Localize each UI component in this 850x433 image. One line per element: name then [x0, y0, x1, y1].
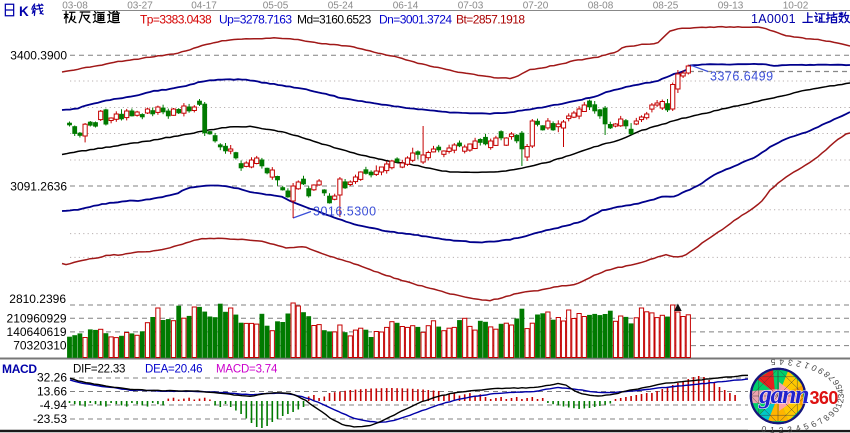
svg-text:2: 2	[778, 425, 784, 433]
svg-text:32.26: 32.26	[37, 371, 67, 385]
svg-text:-23.53: -23.53	[33, 412, 67, 426]
svg-text:08-08: 08-08	[588, 1, 614, 12]
svg-text:K: K	[19, 4, 29, 19]
svg-text:3091.2636: 3091.2636	[10, 180, 67, 194]
svg-text:Bt=2857.1918: Bt=2857.1918	[456, 13, 525, 27]
svg-text:4: 4	[835, 388, 846, 394]
svg-text:gann: gann	[758, 380, 809, 409]
svg-text:08-25: 08-25	[653, 1, 679, 12]
svg-text:3016.5300: 3016.5300	[313, 205, 377, 219]
svg-text:0: 0	[760, 424, 767, 433]
svg-text:6: 6	[830, 378, 841, 387]
svg-text:13.66: 13.66	[37, 385, 67, 399]
svg-text:8: 8	[821, 369, 832, 379]
svg-text:5: 5	[770, 357, 776, 367]
svg-text:DEA=20.46: DEA=20.46	[145, 364, 202, 376]
svg-text:7: 7	[815, 416, 825, 427]
svg-text:0: 0	[830, 405, 841, 414]
svg-text:3: 3	[786, 424, 793, 433]
svg-text:9: 9	[826, 409, 837, 419]
svg-text:1A0001: 1A0001	[751, 12, 796, 26]
svg-text:07-03: 07-03	[458, 1, 484, 12]
svg-text:09-13: 09-13	[718, 1, 744, 12]
svg-text:9: 9	[816, 366, 826, 377]
svg-text:3376.6499: 3376.6499	[710, 70, 774, 84]
svg-text:4: 4	[794, 423, 802, 433]
svg-text:1: 1	[770, 425, 776, 433]
svg-text:7: 7	[826, 373, 837, 382]
svg-text:70320310: 70320310	[13, 339, 67, 353]
svg-text:3: 3	[836, 394, 846, 399]
svg-text:0: 0	[809, 362, 819, 373]
svg-text:Dn=3001.3724: Dn=3001.3724	[379, 13, 452, 27]
svg-text:4: 4	[779, 357, 785, 367]
svg-text:8: 8	[821, 413, 832, 423]
svg-text:140640619: 140640619	[7, 325, 67, 339]
svg-text:-4.94: -4.94	[40, 398, 68, 412]
svg-text:210960929: 210960929	[7, 312, 67, 326]
svg-text:3: 3	[787, 357, 794, 368]
svg-text:1: 1	[802, 360, 811, 371]
svg-text:2: 2	[835, 397, 846, 403]
svg-text:2810.2396: 2810.2396	[9, 292, 66, 306]
svg-text:03-27: 03-27	[127, 1, 153, 12]
svg-text:06-14: 06-14	[393, 1, 419, 12]
svg-text:MACD=3.74: MACD=3.74	[216, 364, 278, 376]
svg-text:DIF=22.33: DIF=22.33	[73, 364, 125, 376]
svg-text:05-05: 05-05	[263, 1, 289, 12]
svg-text:2: 2	[795, 358, 803, 369]
svg-text:05-24: 05-24	[328, 1, 354, 12]
svg-text:6: 6	[809, 418, 819, 429]
svg-text:3400.3900: 3400.3900	[10, 49, 67, 63]
svg-text:1: 1	[833, 401, 844, 409]
svg-text:Up=3278.7163: Up=3278.7163	[219, 13, 292, 27]
svg-text:07-20: 07-20	[523, 1, 549, 12]
svg-text:Tp=3383.0438: Tp=3383.0438	[140, 13, 212, 27]
svg-text:5: 5	[833, 383, 844, 391]
svg-text:03-08: 03-08	[62, 1, 88, 12]
svg-text:360: 360	[810, 388, 839, 408]
svg-text:5: 5	[802, 421, 811, 432]
svg-text:10-02: 10-02	[783, 1, 809, 12]
svg-text:MACD: MACD	[2, 362, 37, 376]
svg-text:04-17: 04-17	[191, 1, 217, 12]
svg-text:Md=3160.6523: Md=3160.6523	[297, 13, 372, 27]
